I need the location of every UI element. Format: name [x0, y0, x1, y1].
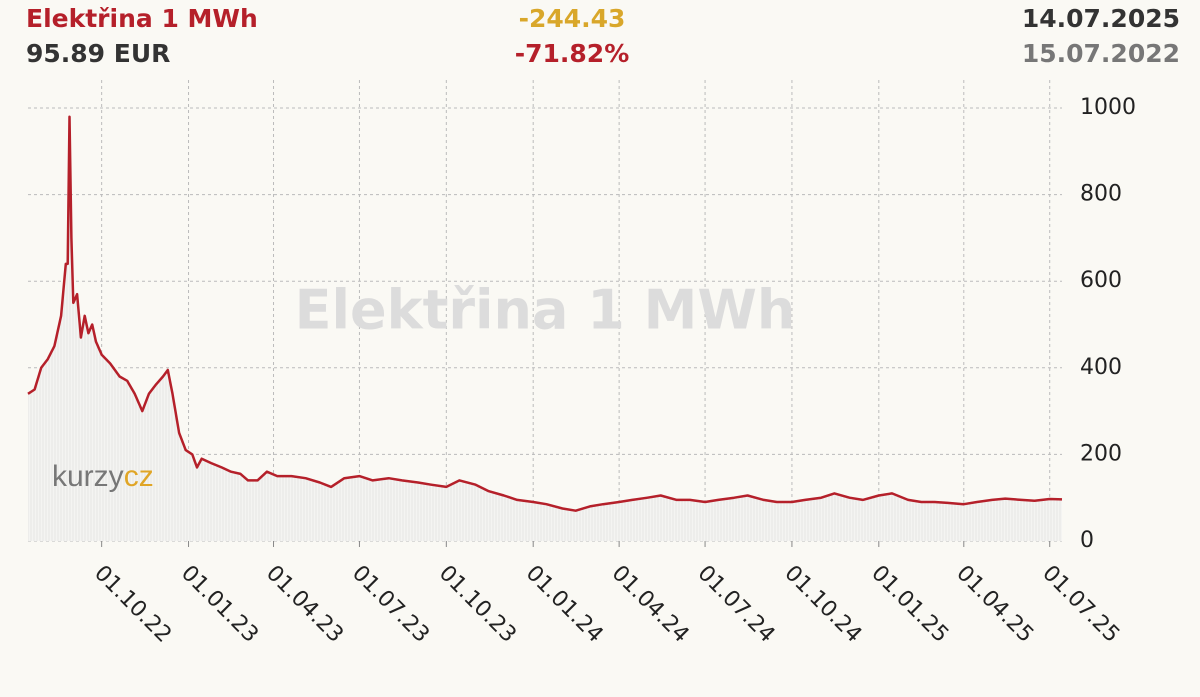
x-tick-label: 01.01.24	[521, 561, 608, 648]
logo-part: kurzy	[52, 460, 124, 493]
x-tick-label: 01.07.24	[693, 561, 780, 648]
logo-part: cz	[124, 460, 154, 493]
x-tick-label: 01.01.23	[176, 561, 263, 648]
y-tick-label: 0	[1080, 528, 1094, 553]
x-tick-label: 01.07.23	[347, 561, 434, 648]
end-date: 14.07.2025	[1022, 4, 1180, 33]
x-tick-label: 01.01.25	[866, 561, 953, 648]
line	[27, 115, 1063, 512]
change: -244.43	[519, 4, 626, 33]
logo: kurzycz	[52, 460, 154, 493]
x-tick-label: 01.07.25	[1037, 561, 1124, 648]
title: Elektřina 1 MWh	[26, 4, 258, 33]
y-tick-label: 200	[1080, 441, 1122, 466]
x-tick-label: 01.10.23	[434, 561, 521, 648]
y-tick-label: 1000	[1080, 95, 1136, 120]
y-tick-label: 600	[1080, 268, 1122, 293]
watermark: Elektřina 1 MWh	[295, 279, 796, 342]
y-tick-label: 800	[1080, 182, 1122, 207]
change-percent: -71.82%	[515, 39, 630, 68]
start-date: 15.07.2022	[1022, 39, 1180, 68]
x-tick-label: 01.10.24	[779, 561, 866, 648]
current-value: 95.89 EUR	[26, 39, 170, 68]
x-tick-label: 01.10.22	[89, 561, 176, 648]
x-tick-label: 01.04.24	[607, 561, 694, 648]
x-tick-label: 01.04.25	[951, 561, 1038, 648]
x-tick-label: 01.04.23	[261, 561, 348, 648]
y-tick-label: 400	[1080, 355, 1122, 380]
area	[28, 116, 1062, 541]
